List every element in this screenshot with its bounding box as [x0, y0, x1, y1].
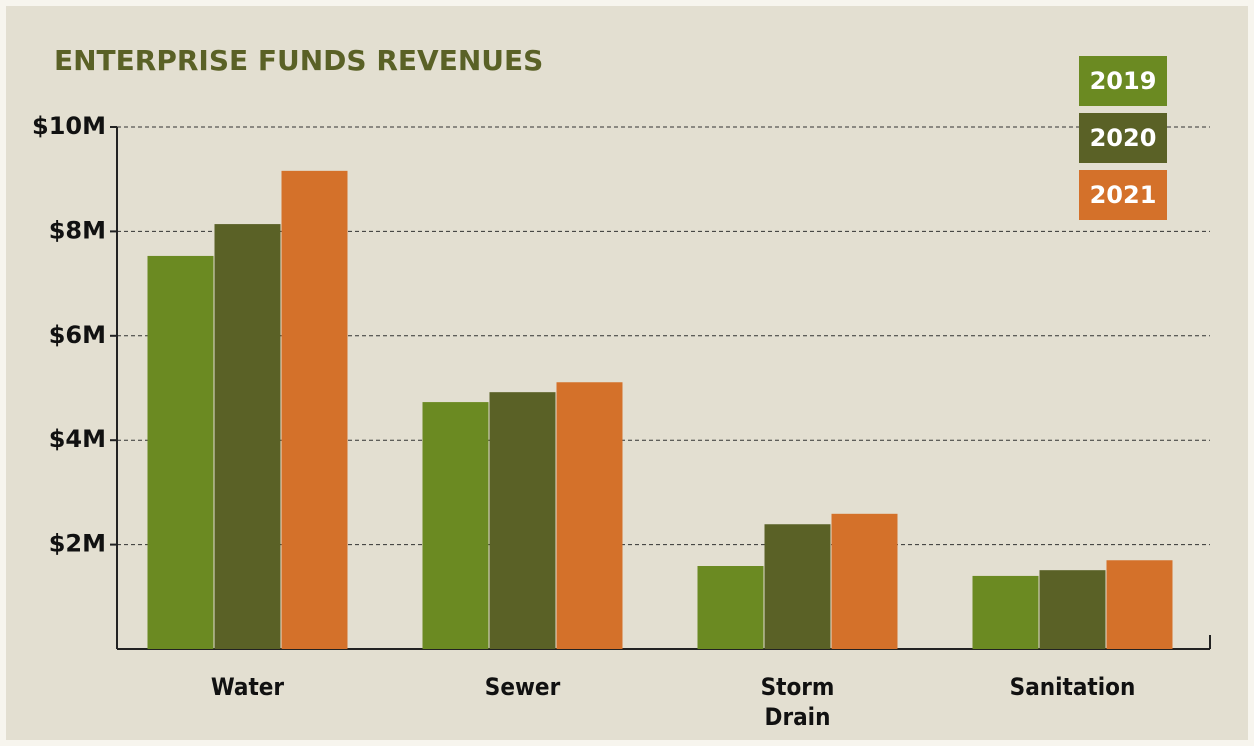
x-tick-label: Sewer — [484, 673, 561, 701]
bar — [972, 575, 1039, 649]
bar — [281, 170, 348, 649]
bar — [556, 382, 623, 649]
y-tick-label: $4M — [49, 425, 106, 453]
legend-label: 2021 — [1090, 181, 1157, 209]
x-tick-label: Water — [210, 673, 285, 701]
bar — [147, 255, 214, 649]
bar — [214, 224, 281, 650]
legend-label: 2019 — [1090, 67, 1157, 95]
bar — [831, 513, 898, 649]
bar — [764, 524, 831, 649]
y-tick-label: $6M — [49, 321, 106, 349]
y-tick-label: $8M — [49, 216, 106, 244]
x-tick-label: Sanitation — [1009, 673, 1136, 701]
bar — [697, 566, 764, 649]
legend-swatch — [1079, 113, 1167, 163]
bar — [1039, 570, 1106, 649]
bar — [489, 392, 556, 649]
x-tick-label: Storm Drain — [760, 673, 835, 731]
bar — [422, 402, 489, 649]
y-tick-label: $10M — [32, 112, 106, 140]
legend-label: 2020 — [1090, 124, 1157, 152]
legend-swatch — [1079, 170, 1167, 220]
y-tick-label: $2M — [49, 530, 106, 558]
chart-title: ENTERPRISE FUNDS REVENUES — [54, 44, 543, 77]
legend-swatch — [1079, 56, 1167, 106]
bar — [1106, 560, 1173, 649]
